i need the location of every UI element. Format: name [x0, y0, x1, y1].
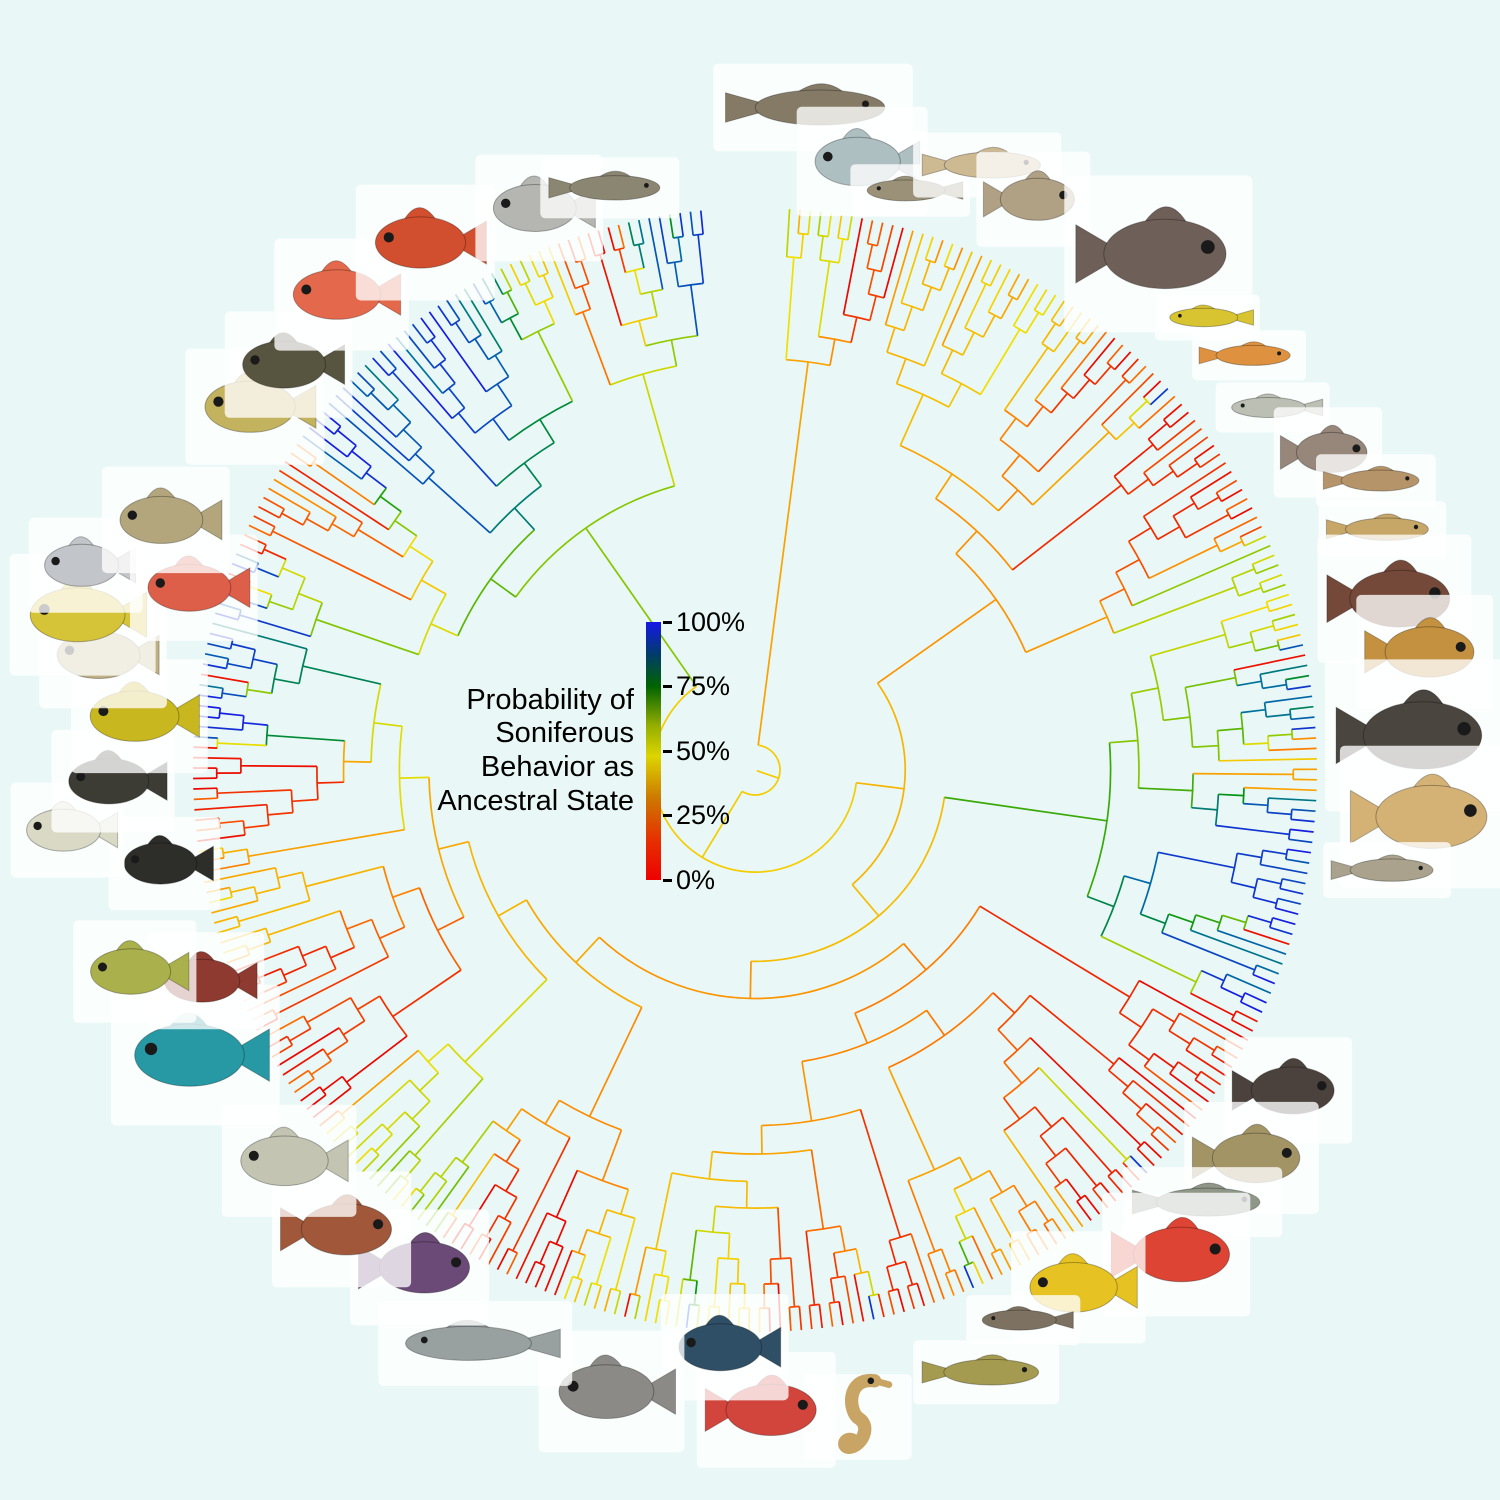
- legend-colorbar: [646, 622, 661, 880]
- fish-gallery: [9, 63, 1500, 1468]
- fish-illustration: [913, 1340, 1060, 1405]
- legend-tick-mark: [663, 620, 672, 624]
- fish-illustration: [540, 157, 680, 219]
- legend-tick-label: 75%: [676, 671, 731, 701]
- fish-illustration: [966, 1295, 1081, 1346]
- fish-illustration: [976, 151, 1091, 247]
- fish-illustration: [355, 184, 495, 301]
- legend-tick-mark: [663, 685, 672, 688]
- fish-illustration: [1316, 454, 1436, 507]
- legend-title-line: Behavior as: [480, 751, 634, 783]
- legend-tick-label: 50%: [676, 735, 731, 766]
- fish-illustration: [102, 466, 230, 574]
- legend-tick-list: 100% 75% 50% 25% 0%: [663, 607, 745, 895]
- legend-tick-mark: [663, 878, 672, 882]
- phylogenetic-tree: [192, 209, 1318, 1333]
- fish-illustration: [1323, 842, 1451, 899]
- fish-illustration: [73, 920, 197, 1023]
- fish-illustration: [660, 1294, 789, 1401]
- legend-tick-mark: [663, 749, 672, 753]
- fish-illustration: [221, 1104, 357, 1217]
- fish-illustration: [538, 1330, 685, 1453]
- legend-title-line: Soniferous: [495, 717, 634, 750]
- legend: Probability of Soniferous Behavior as An…: [402, 607, 745, 895]
- legend-tick-label: 0%: [676, 864, 716, 895]
- fish-illustration: [1064, 175, 1253, 333]
- fish-illustration: [1155, 294, 1260, 341]
- legend-tick-label: 25%: [676, 800, 731, 830]
- fish-illustration: [1192, 330, 1307, 381]
- legend-tick-label: 100%: [676, 606, 746, 637]
- legend-title-line: Ancestral State: [437, 784, 634, 817]
- legend-colorbar-group: 100% 75% 50% 25% 0%: [646, 607, 745, 895]
- fish-illustration: [108, 817, 221, 911]
- legend-title-line: Probability of: [466, 683, 634, 716]
- legend-title: Probability of Soniferous Behavior as An…: [402, 684, 634, 819]
- legend-tick-mark: [663, 814, 672, 817]
